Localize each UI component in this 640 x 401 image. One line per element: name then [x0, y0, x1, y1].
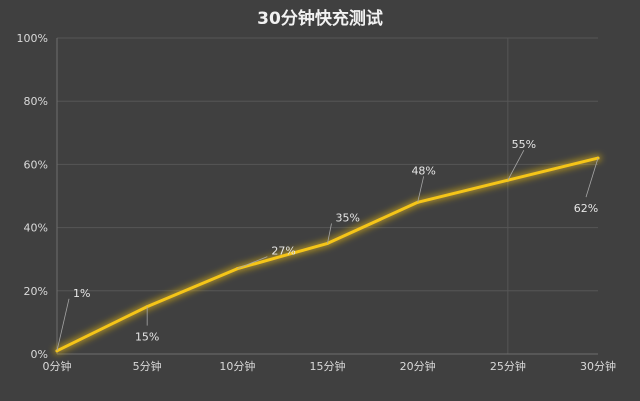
leader-line — [56, 298, 70, 351]
data-label: 62% — [574, 202, 598, 215]
series-line — [55, 156, 600, 353]
data-label: 27% — [271, 245, 295, 258]
data-labels: 1% 15% 27% 35% 48% 55% 62% — [56, 138, 599, 351]
x-tick-label: 0分钟 — [43, 359, 72, 373]
axes — [56, 38, 598, 355]
tick-labels: 0% 20% 40% 60% 80% 100% 0分钟 5分钟 10分钟 15分钟 20分钟 25分钟… — [17, 32, 616, 373]
data-label: 35% — [336, 211, 360, 224]
leader-line — [507, 150, 525, 181]
x-tick-label: 25分钟 — [490, 359, 526, 373]
y-tick-label: 40% — [24, 222, 48, 235]
leader-line — [585, 157, 599, 198]
y-tick-label: 60% — [24, 158, 48, 171]
y-tick-label: 100% — [17, 32, 48, 45]
x-tick-label: 30分钟 — [580, 359, 616, 373]
data-label: 15% — [135, 331, 159, 344]
x-tick-label: 15分钟 — [310, 359, 346, 373]
y-tick-label: 0% — [31, 348, 48, 361]
series-line-glow — [53, 154, 602, 355]
chart-title: 30分钟快充测试 — [257, 8, 383, 29]
x-tick-label: 10分钟 — [219, 359, 255, 373]
x-tick-label: 5分钟 — [133, 359, 162, 373]
y-tick-label: 20% — [24, 285, 48, 298]
leader-line — [417, 176, 425, 203]
data-label: 1% — [73, 287, 90, 300]
leader-line — [237, 256, 268, 270]
series — [53, 154, 602, 355]
data-label: 48% — [411, 164, 435, 177]
gridlines — [57, 37, 598, 354]
leader-line — [327, 223, 332, 244]
data-label: 55% — [512, 138, 536, 151]
x-tick-label: 20分钟 — [400, 359, 436, 373]
y-tick-label: 80% — [24, 95, 48, 108]
